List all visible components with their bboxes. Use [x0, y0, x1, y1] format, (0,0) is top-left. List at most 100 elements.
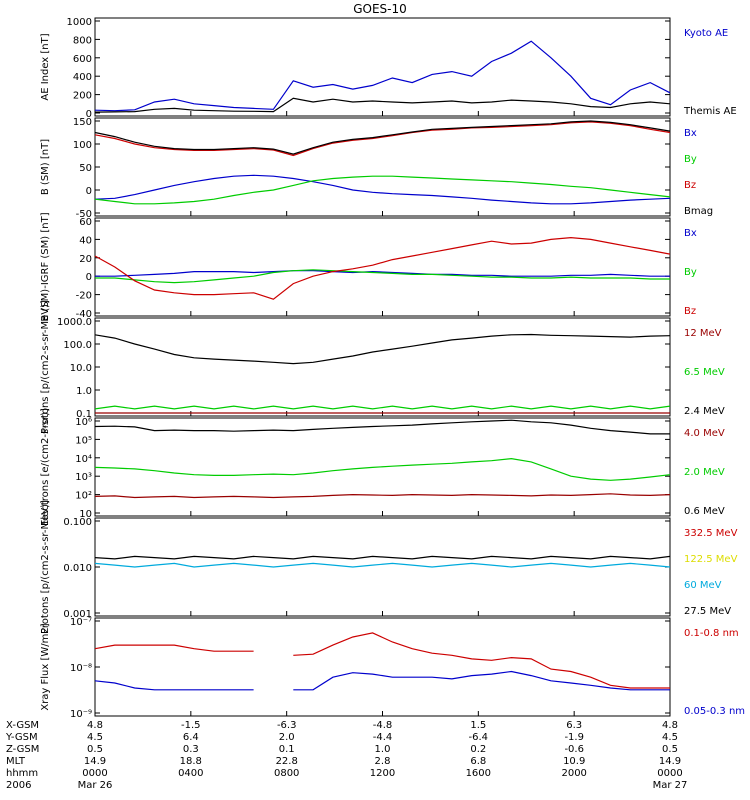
panel-3: -40 -20 0 20 40 60 B (SM)-IGRF (SM) [nT] Bx By Bz [40, 212, 697, 321]
x-axis-row-label: X-GSM [6, 720, 39, 731]
x-axis-value: 2.0 [279, 732, 295, 743]
x-axis-value: 1600 [466, 768, 491, 779]
legend-entry: Bmag [684, 206, 713, 217]
legend-entry: 0.6 MeV [684, 506, 725, 517]
legend-entry: Kyoto AE [684, 28, 728, 39]
x-axis-value: 6.8 [470, 756, 486, 767]
y-axis-label: AE Index [nT] [40, 33, 51, 100]
x-axis-value: -6.4 [469, 732, 489, 743]
panel-2: -50 0 50 100 150 B (SM) [nT] Bx By Bz Bmag [40, 117, 713, 220]
x-axis-value: -4.8 [373, 720, 393, 731]
series-line [94, 670, 670, 691]
x-axis-value: 6.4 [183, 732, 199, 743]
legend-entry: 6.5 MeV [684, 367, 725, 378]
series-line [95, 269, 670, 284]
legend-entry: 12 MeV [684, 328, 722, 339]
y-axis-label: Xray Flux [W/m2] [40, 623, 51, 710]
legend-entry: 0.05-0.3 nm [684, 706, 745, 717]
x-axis-row-label: Y-GSM [5, 732, 38, 743]
y-axis-label: B (SM) [nT] [40, 139, 51, 195]
y-tick-label: 0.1 [76, 409, 92, 420]
x-axis-value: 0800 [274, 768, 299, 779]
series-line [94, 97, 671, 113]
x-axis-value: 0000 [82, 768, 107, 779]
x-axis-value: 0.5 [662, 744, 678, 755]
y-tick-label: 10⁻⁷ [70, 617, 92, 628]
x-axis-value: 0.1 [279, 744, 295, 755]
legend-entry: 122.5 MeV [684, 554, 738, 565]
y-tick-label: 1000.0 [57, 317, 92, 328]
series-line [94, 333, 671, 365]
x-axis-row-label: MLT [6, 756, 26, 767]
series-line [94, 632, 670, 689]
series-line [94, 121, 671, 157]
series-line [94, 174, 671, 205]
y-axis-label: B (SM)-IGRF (SM) [nT] [40, 212, 51, 321]
x-axis-value: 4.5 [87, 732, 103, 743]
y-tick-label: 10⁵ [75, 435, 92, 446]
x-axis-value: 0.3 [183, 744, 199, 755]
y-tick-label: 100.0 [63, 340, 92, 351]
y-tick-label: 60 [79, 217, 92, 228]
x-axis-value: -6.3 [277, 720, 297, 731]
legend-entry: Themis AE [683, 106, 737, 117]
legend-entry: 0.1-0.8 nm [684, 628, 739, 639]
x-axis-value: 0400 [178, 768, 203, 779]
y-tick-label: 10⁶ [75, 417, 92, 428]
legend-entry: Bz [684, 306, 696, 317]
x-axis-value: 4.5 [662, 732, 678, 743]
x-axis-value: 2.8 [375, 756, 391, 767]
series-line [94, 555, 671, 560]
panel-frame [94, 217, 671, 317]
y-tick-label: 10.0 [70, 363, 92, 374]
series-line [94, 40, 671, 112]
legend-entry: 27.5 MeV [684, 606, 731, 617]
legend-entry: 4.0 MeV [684, 428, 725, 439]
y-axis-label: Electrons [e/(cm2-s-sr)] [40, 408, 51, 526]
series-line [94, 457, 671, 481]
series-line [94, 236, 671, 300]
x-axis-value: 1.0 [375, 744, 391, 755]
x-axis-value: 4.8 [87, 720, 103, 731]
legend-entry: By [684, 267, 697, 278]
panel-4: 0.1 1.0 10.0 100.0 1000.0 Protons [p/(cm2-s-s… [40, 300, 725, 434]
panel-5: 10 10² 10³ 10⁴ 10⁵ 10⁶ Electrons [e/(cm2-s-sr)… [40, 408, 725, 526]
legend-entry: 332.5 MeV [684, 528, 738, 539]
x-axis-value: Mar 27 [653, 780, 688, 791]
y-tick-label: 50 [79, 163, 92, 174]
x-axis-value: -4.4 [373, 732, 393, 743]
x-axis-value: 6.3 [566, 720, 582, 731]
legend-entry: Bx [684, 228, 697, 239]
y-tick-label: 800 [73, 35, 92, 46]
legend-entry: 2.4 MeV [684, 406, 725, 417]
y-tick-label: 10³ [75, 472, 92, 483]
y-axis-label: Protons [p/(cm2-s-sr-MeV)] [40, 300, 51, 434]
y-tick-label: 10⁴ [75, 454, 92, 465]
panel-frame [94, 117, 671, 217]
x-axis-value: 14.9 [659, 756, 681, 767]
y-tick-label: 0.010 [63, 563, 92, 574]
series-line [94, 405, 671, 410]
series-line [94, 562, 671, 568]
legend-entry: 60 MeV [684, 580, 722, 591]
series-line [94, 493, 671, 499]
x-axis-value: -0.6 [564, 744, 584, 755]
panel-6: 0.001 0.010 0.100 Protons [p/(cm2-s-sr-MeV)… [40, 500, 738, 634]
y-tick-label: 1000 [67, 17, 92, 28]
x-axis-value: 14.9 [84, 756, 106, 767]
x-axis-row-label: hhmm [6, 768, 38, 779]
x-axis-value: 1.5 [470, 720, 486, 731]
y-tick-label: 0.100 [63, 517, 92, 528]
y-tick-label: 10² [75, 491, 92, 502]
y-tick-label: 0 [86, 272, 92, 283]
y-tick-label: 1.0 [76, 386, 92, 397]
x-axis-value: 4.8 [662, 720, 678, 731]
y-tick-label: 40 [79, 235, 92, 246]
panel-1: 0 200 400 600 800 1000 AE Index [nT] Kyoto AE Th… [40, 17, 737, 120]
y-tick-label: 20 [79, 254, 92, 265]
legend-entry: Bx [684, 128, 697, 139]
series-line [94, 120, 671, 155]
x-axis-row-label: Z-GSM [6, 744, 39, 755]
y-tick-label: 10⁻⁹ [70, 709, 92, 720]
